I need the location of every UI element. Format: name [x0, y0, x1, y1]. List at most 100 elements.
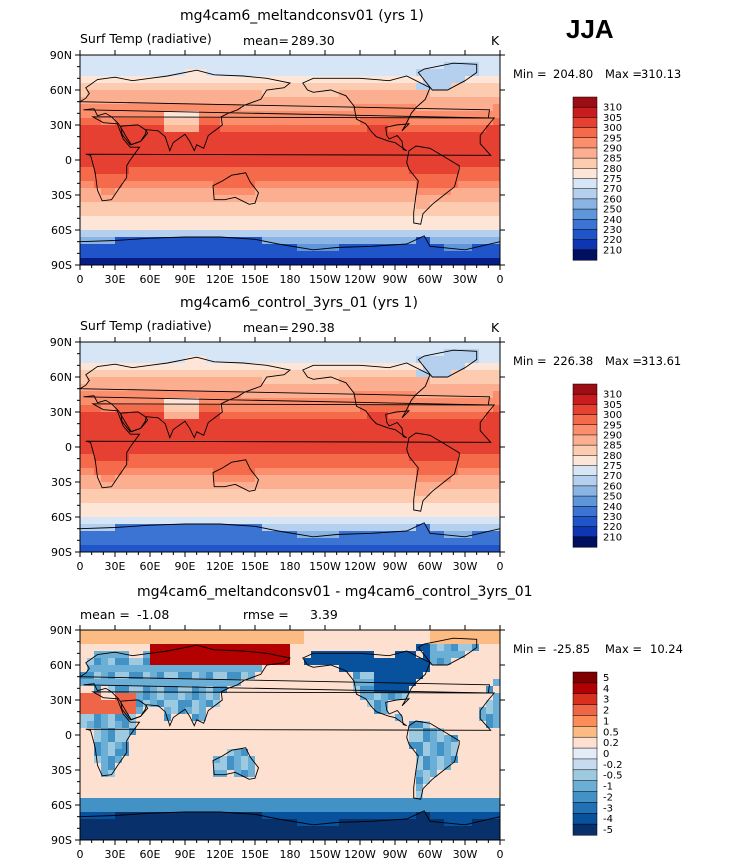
coastline: [212, 459, 260, 492]
colorbar-swatch: [572, 726, 598, 738]
lat-tick-label: 30N: [50, 694, 72, 707]
panel-1-min-value: 204.80: [553, 67, 594, 81]
panel-3-max-label: Max =: [605, 642, 643, 656]
lon-tick-label: 180: [280, 560, 301, 573]
lat-tick-label: 0: [65, 729, 72, 742]
colorbar-label: 0: [603, 749, 609, 760]
colorbar-label: -1: [603, 782, 613, 793]
colorbar-label: 280: [603, 164, 622, 175]
colorbar-swatch: [572, 475, 598, 487]
panel-2-mean-label: mean=: [243, 320, 289, 335]
coastline: [406, 145, 460, 225]
colorbar-swatch: [572, 758, 598, 771]
lat-tick-label: 90S: [51, 259, 72, 272]
colorbar-label: 280: [603, 451, 622, 462]
colorbar-label: 275: [603, 461, 622, 472]
lon-tick-label: 60E: [140, 560, 161, 573]
coastline: [120, 699, 149, 721]
lat-tick-label: 0: [65, 154, 72, 167]
lon-tick-label: 150E: [241, 848, 269, 861]
colorbar-swatch: [572, 455, 598, 467]
coastline: [406, 720, 460, 800]
colorbar-label: -0.5: [603, 771, 623, 782]
coastline: [78, 356, 491, 439]
lon-tick-label: 0: [497, 273, 504, 286]
panel-3-mean-value: -1.08: [137, 607, 170, 622]
lon-tick-label: 90E: [175, 560, 196, 573]
panel-2-field-label: Surf Temp (radiative): [80, 318, 212, 333]
colorbar-swatch: [572, 823, 598, 836]
map-panel-2: [75, 337, 598, 557]
lon-tick-label: 0: [77, 273, 84, 286]
lon-tick-label: 30E: [105, 273, 126, 286]
lon-tick-label: 180: [280, 273, 301, 286]
lon-tick-label: 150E: [241, 560, 269, 573]
colorbar-swatch: [572, 682, 598, 695]
colorbar-label: 4: [603, 684, 609, 695]
panel-2-units: K: [491, 320, 500, 335]
lat-tick-label: 60N: [50, 84, 72, 97]
lon-tick-label: 0: [77, 848, 84, 861]
panel-1-max-label: Max =: [605, 67, 643, 81]
lon-tick-label: 90W: [383, 273, 408, 286]
colorbar-swatch: [572, 769, 598, 782]
lat-tick-label: 0: [65, 441, 72, 454]
lon-tick-label: 90W: [383, 848, 408, 861]
lon-tick-label: 120W: [344, 560, 376, 573]
lat-tick-label: 60S: [51, 799, 72, 812]
panel-2-max-value: 313.61: [641, 354, 682, 368]
lon-tick-label: 150W: [309, 848, 341, 861]
colorbar-label: 305: [603, 113, 622, 124]
lat-tick-label: 90N: [50, 49, 72, 62]
colorbar-swatch: [572, 704, 598, 717]
colorbar-label: 295: [603, 420, 622, 431]
colorbar-swatch: [572, 516, 598, 528]
colorbar-swatch: [572, 536, 598, 548]
colorbar-swatch: [572, 424, 598, 436]
map-panel-1: [75, 50, 598, 270]
colorbar-swatch: [572, 178, 598, 190]
coastline: [417, 62, 478, 91]
lat-tick-label: 30S: [51, 189, 72, 202]
coastline: [417, 349, 478, 378]
lon-tick-label: 120E: [206, 273, 234, 286]
colorbar-swatch: [572, 404, 598, 416]
colorbar-label: 250: [603, 205, 622, 216]
coastline: [302, 362, 431, 439]
colorbar-swatch: [572, 671, 598, 684]
colorbar-label: 0.5: [603, 727, 619, 738]
colorbar-label: 220: [603, 235, 622, 246]
colorbar-label: 310: [603, 103, 622, 114]
coastline: [85, 403, 496, 489]
panel-1-title: mg4cam6_meltandconsv01 (yrs 1): [180, 8, 424, 24]
coastline: [78, 644, 491, 727]
lon-tick-label: 60W: [418, 273, 443, 286]
colorbar-swatch: [572, 219, 598, 230]
colorbar-swatch: [572, 208, 598, 220]
colorbar-label: 290: [603, 143, 622, 154]
colorbar-label: 240: [603, 502, 622, 513]
panel-1-field-label: Surf Temp (radiative): [80, 31, 212, 46]
lat-tick-label: 60S: [51, 224, 72, 237]
coastline: [85, 116, 496, 202]
colorbar-label: 300: [603, 410, 622, 421]
colorbar-swatch: [572, 249, 598, 261]
season-label: JJA: [566, 14, 614, 44]
lon-tick-label: 90E: [175, 273, 196, 286]
lon-tick-label: 120E: [206, 848, 234, 861]
colorbar-swatch: [572, 157, 598, 169]
colorbar-label: 305: [603, 400, 622, 411]
coastline: [406, 432, 460, 512]
colorbar-label: 3: [603, 695, 609, 706]
colorbar-label: 250: [603, 492, 622, 503]
colorbar-swatch: [572, 414, 598, 426]
lon-tick-label: 120W: [344, 273, 376, 286]
colorbar-swatch: [572, 434, 598, 446]
colorbar-swatch: [572, 465, 598, 477]
colorbar-swatch: [572, 96, 598, 108]
colorbar-label: -3: [603, 803, 613, 814]
colorbar-swatch: [572, 383, 598, 395]
coastline: [85, 691, 496, 777]
colorbar-label: -4: [603, 814, 613, 825]
